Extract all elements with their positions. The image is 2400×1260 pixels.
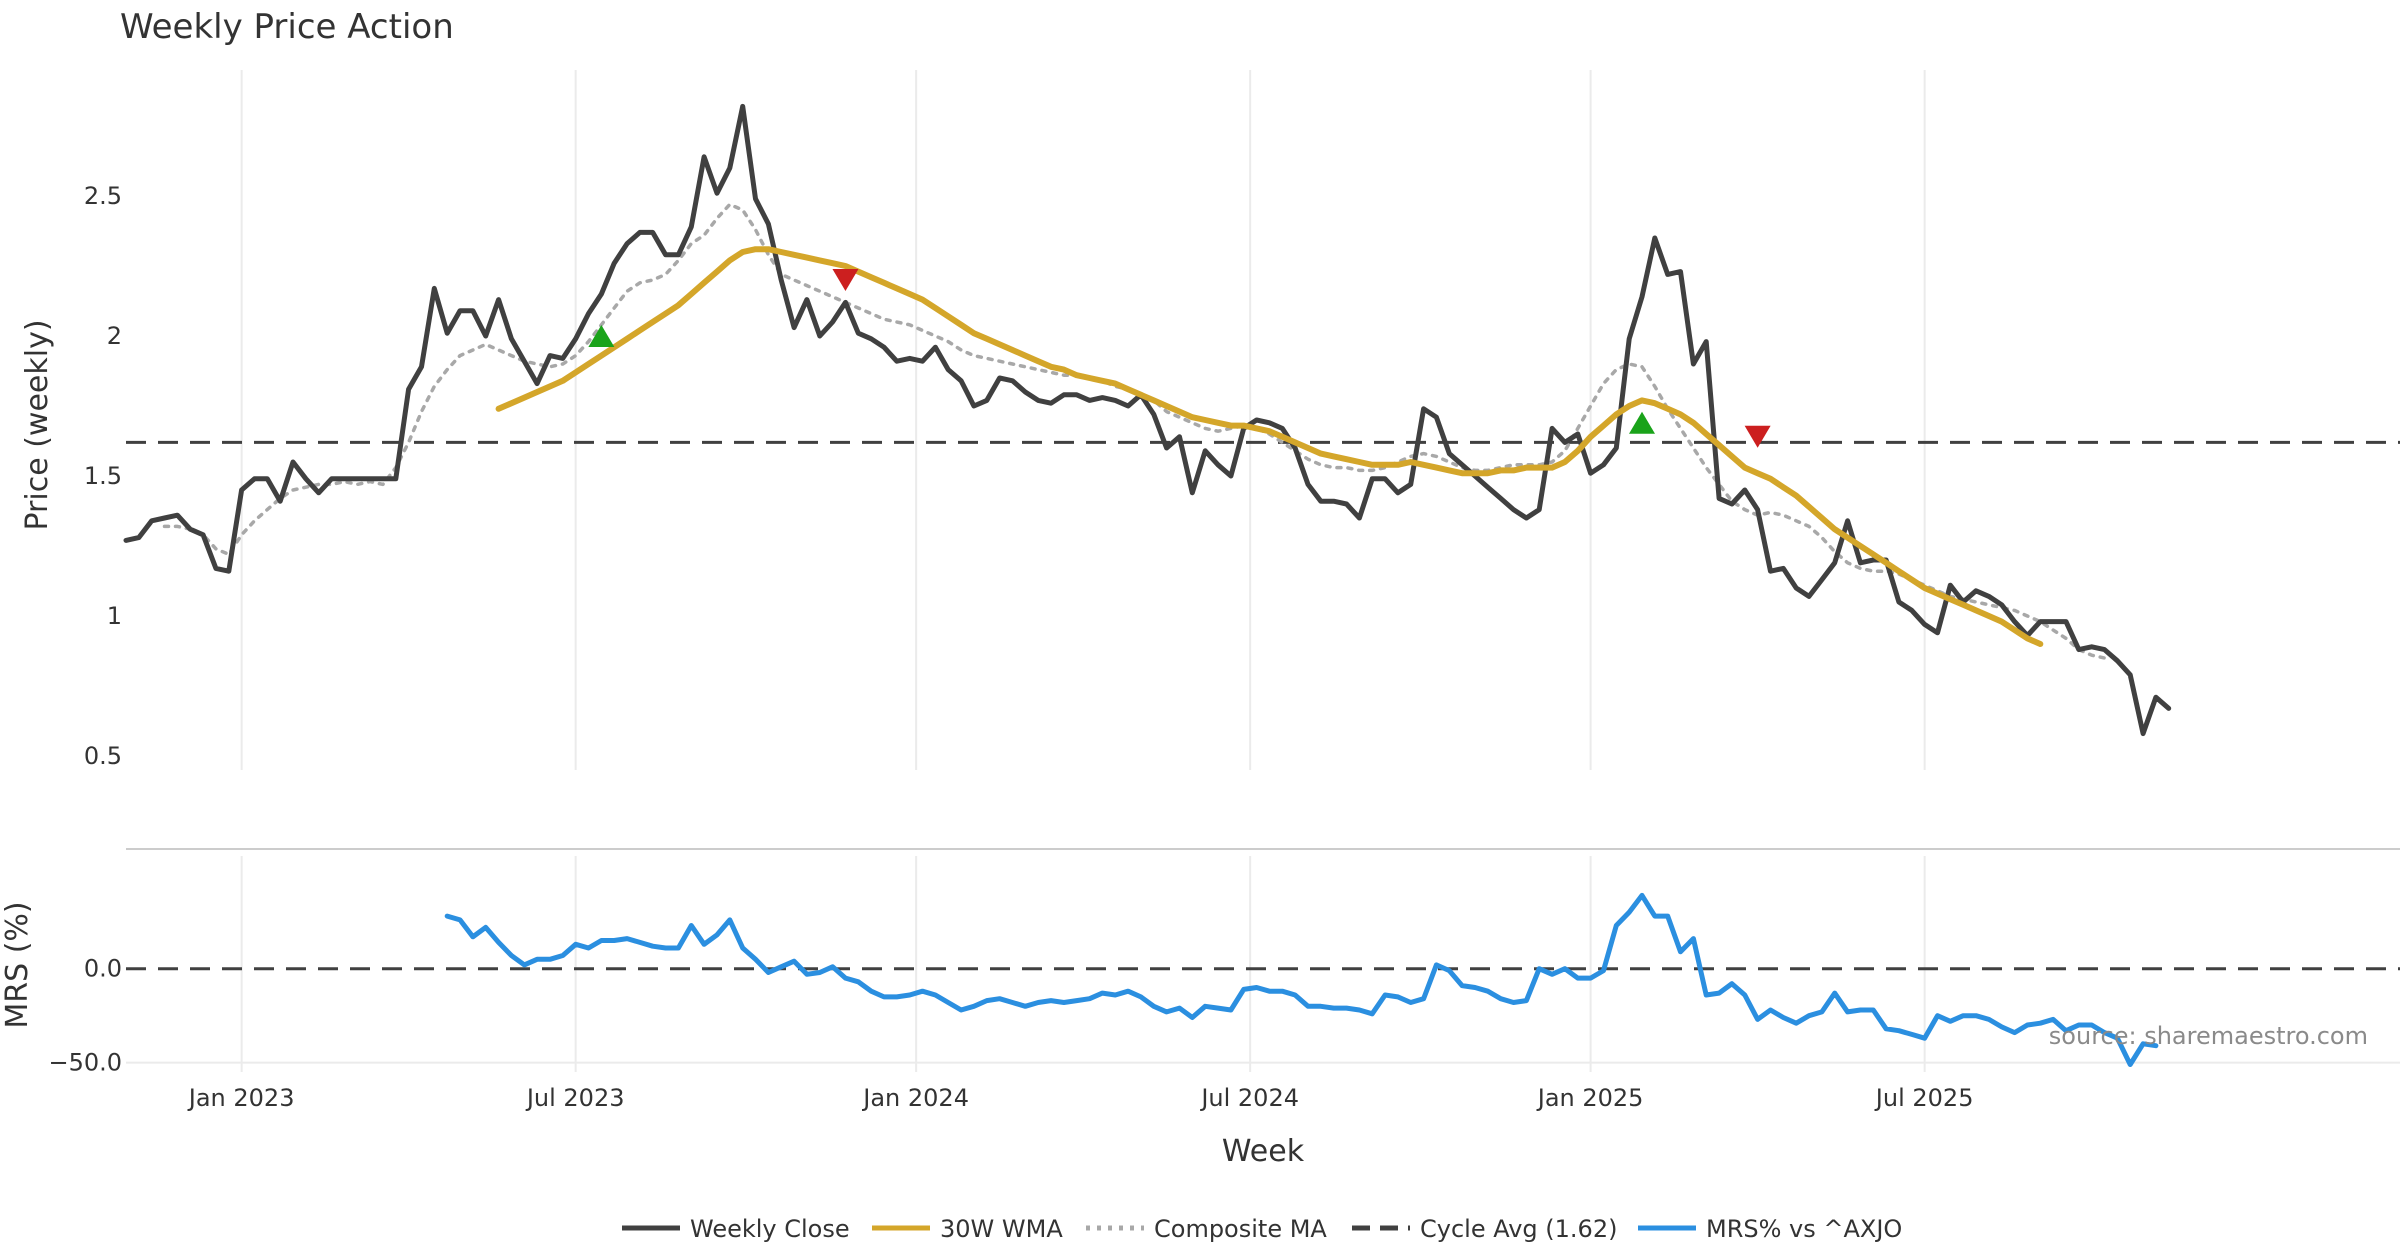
price-y-axis-label: Price (weekly) [20, 319, 55, 530]
legend-entry-label: Composite MA [1154, 1215, 1327, 1243]
mrs-y-axis-label: MRS (%) [0, 901, 35, 1028]
legend-entry-label: 30W WMA [940, 1215, 1063, 1243]
price-y-tick-label: 2 [107, 322, 122, 350]
x-tick-label: Jan 2025 [1536, 1084, 1644, 1112]
buy-signal-marker [588, 325, 615, 347]
buy-signal-marker [1629, 411, 1655, 434]
sell-signal-marker [832, 269, 859, 291]
vertical-grid [126, 70, 2400, 1072]
x-tick-label: Jan 2024 [861, 1084, 969, 1112]
source-note: source: sharemaestro.com [2049, 1022, 2368, 1050]
x-axis-ticks: Jan 2023 Jul 2023 Jan 2024 Jul 2024 Jan 2025… [187, 1084, 1974, 1112]
price-panel: 0.5 1 1.5 2 2.5 [84, 103, 2400, 770]
legend-entry-label: Cycle Avg (1.62) [1420, 1215, 1617, 1243]
price-y-tick-label: 1 [107, 602, 122, 630]
sell-signal-marker [1744, 425, 1771, 448]
price-y-tick-label: 0.5 [84, 742, 122, 770]
x-tick-label: Jul 2024 [1199, 1084, 1299, 1112]
legend-entry-label: Weekly Close [690, 1215, 850, 1243]
price-series-30w-wma-line [495, 246, 2044, 647]
mrs-panel: 0.0 −50.0 [48, 892, 2400, 1077]
legend: Weekly Close 30W WMA Composite MA Cycle Avg… [622, 1215, 1902, 1243]
price-series-composite-ma-line [162, 202, 2107, 660]
mrs-y-tick-label: 0.0 [84, 955, 122, 983]
x-tick-label: Jul 2023 [525, 1084, 625, 1112]
chart-title: Weekly Price Action [120, 7, 454, 47]
x-tick-label: Jul 2025 [1874, 1084, 1974, 1112]
price-series-weekly-close-line [123, 103, 2172, 737]
mrs-series-mrs-vs-axjo-line [444, 892, 2159, 1067]
price-y-tick-label: 1.5 [84, 462, 122, 490]
price-y-tick-label: 2.5 [84, 182, 122, 210]
x-tick-label: Jan 2023 [187, 1084, 295, 1112]
legend-entry-label: MRS% vs ^AXJO [1706, 1215, 1902, 1243]
x-axis-label: Week [1222, 1134, 1305, 1169]
mrs-y-tick-label: −50.0 [48, 1049, 122, 1077]
